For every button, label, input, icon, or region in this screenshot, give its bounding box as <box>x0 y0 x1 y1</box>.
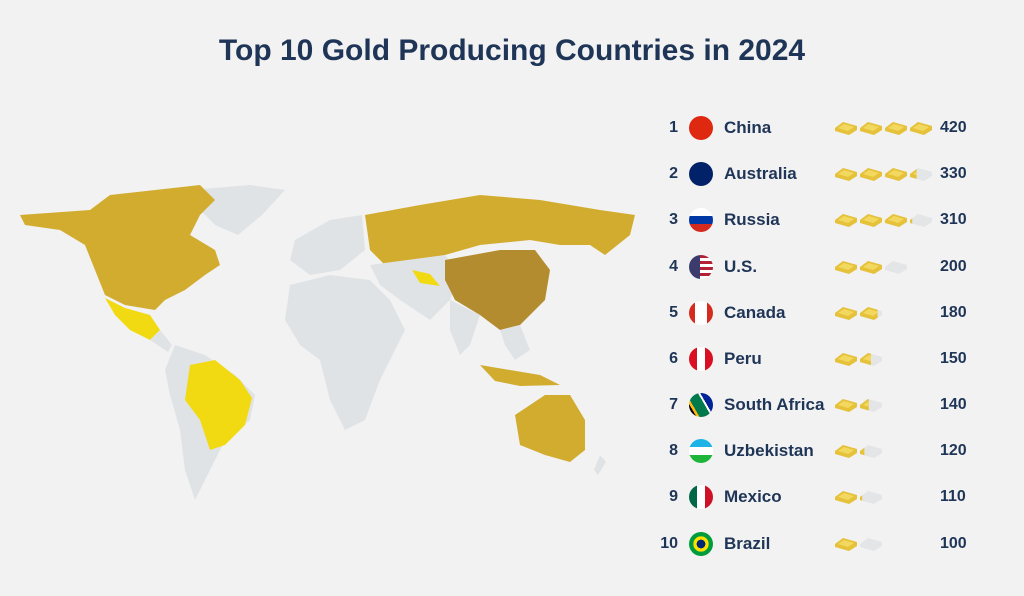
value: 420 <box>940 119 967 136</box>
gold-bar-icon <box>835 122 857 135</box>
gold-bar-icon <box>835 261 857 274</box>
china-flag <box>689 116 713 140</box>
country-name: Australia <box>724 164 797 183</box>
gold-bar-icon <box>835 399 857 412</box>
gold-bar-icon <box>860 168 882 181</box>
country-name: Mexico <box>724 487 782 506</box>
ranking-row: 2 Australia 330 <box>650 154 990 194</box>
gold-bar-icon <box>860 491 882 504</box>
gold-bar-icon <box>835 307 857 320</box>
gold-bar-icon <box>885 261 907 274</box>
gold-bar-icon <box>860 261 882 274</box>
gold-bars <box>835 445 882 458</box>
australia-flag <box>689 162 713 186</box>
brazil <box>185 360 252 450</box>
world-map <box>20 185 635 500</box>
ranking-row: 1 China 420 <box>650 108 990 148</box>
russia-flag <box>689 208 713 232</box>
canada-flag <box>689 301 713 325</box>
ranking-row: 7 South Africa 140 <box>650 385 990 425</box>
uzbekistan <box>412 270 440 286</box>
value: 200 <box>940 258 967 275</box>
us-flag <box>689 255 713 279</box>
value: 110 <box>940 488 966 505</box>
country-name: South Africa <box>724 395 825 414</box>
country-name: U.S. <box>724 257 758 276</box>
gold-bars <box>835 168 932 181</box>
ranking-row: 4 U.S. 200 <box>650 247 990 287</box>
gold-bar-icon <box>885 122 907 135</box>
value: 100 <box>940 535 967 552</box>
ranking-row: 6 Peru 150 <box>650 339 990 379</box>
peru-flag <box>689 347 713 371</box>
gold-bar-icon <box>885 214 907 227</box>
gold-bar-icon <box>860 214 882 227</box>
gold-bar-icon <box>860 399 882 412</box>
mexico-flag <box>689 485 713 509</box>
country-name: Russia <box>724 210 780 229</box>
country-name: Canada <box>724 303 786 322</box>
country-name: Peru <box>724 349 762 368</box>
gold-bar-icon <box>910 122 932 135</box>
ranking-row: 10 Brazil 100 <box>650 524 990 564</box>
ranking-row: 3 Russia 310 <box>650 200 990 240</box>
value: 180 <box>940 304 967 321</box>
gold-bar-icon <box>835 353 857 366</box>
gold-bars <box>835 399 882 412</box>
africa <box>285 275 405 430</box>
india <box>450 300 480 355</box>
country-name: Brazil <box>724 534 771 553</box>
gold-bar-icon <box>910 168 932 181</box>
gold-bars <box>835 538 882 551</box>
gold-bar-icon <box>860 353 882 366</box>
russia <box>365 195 635 265</box>
gold-bar-icon <box>860 538 882 551</box>
new-zealand <box>594 455 606 475</box>
country-name: China <box>724 118 772 137</box>
gold-bars <box>835 491 882 504</box>
gold-bars <box>835 261 907 274</box>
country-name: Uzbekistan <box>724 441 814 460</box>
gold-bar-icon <box>860 445 882 458</box>
gold-bar-icon <box>835 445 857 458</box>
gold-bar-icon <box>835 214 857 227</box>
china <box>445 250 550 330</box>
ranking-row: 9 Mexico 110 <box>650 477 990 517</box>
gold-bar-icon <box>885 168 907 181</box>
uzbekistan-flag <box>689 439 713 463</box>
gold-bar-icon <box>835 538 857 551</box>
ranking-row: 8 Uzbekistan 120 <box>650 431 990 471</box>
north-america-us-canada <box>20 185 220 310</box>
indonesia <box>480 365 560 386</box>
value: 140 <box>940 396 967 413</box>
gold-bar-icon <box>860 122 882 135</box>
gold-bar-icon <box>835 168 857 181</box>
gold-bars <box>835 214 932 227</box>
mexico <box>105 298 160 340</box>
europe <box>290 215 365 275</box>
greenland <box>190 185 285 235</box>
ranking-row: 5 Canada 180 <box>650 293 990 333</box>
gold-bars <box>835 122 932 135</box>
brazil-flag <box>689 532 713 556</box>
gold-bar-icon <box>860 307 882 320</box>
gold-bar-icon <box>835 491 857 504</box>
central-america <box>150 330 172 352</box>
gold-bars <box>835 307 882 320</box>
value: 330 <box>940 165 967 182</box>
southeast-asia <box>500 325 530 360</box>
page-title: Top 10 Gold Producing Countries in 2024 <box>218 34 806 67</box>
south-africa-flag <box>689 393 713 417</box>
value: 150 <box>940 350 967 367</box>
middle-east <box>370 255 460 320</box>
value: 310 <box>940 211 967 228</box>
gold-bars <box>835 353 882 366</box>
gold-bar-icon <box>910 214 932 227</box>
australia <box>515 395 585 462</box>
value: 120 <box>940 442 967 459</box>
